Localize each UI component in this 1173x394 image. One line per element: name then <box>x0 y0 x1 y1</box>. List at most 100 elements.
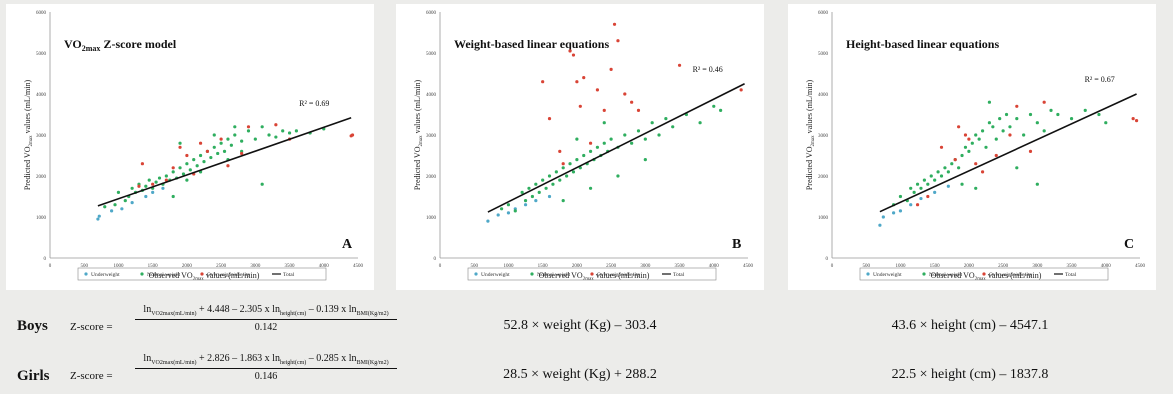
data-point <box>1083 108 1087 112</box>
data-point <box>588 186 593 190</box>
data-point <box>212 133 216 137</box>
data-point <box>595 88 600 92</box>
y-tick-label: 1000 <box>818 216 829 221</box>
data-point <box>558 149 562 153</box>
legend-label: Normal weight <box>537 272 571 278</box>
y-tick-label: 3000 <box>818 134 829 139</box>
x-tick-label: 500 <box>862 264 870 269</box>
data-point <box>1022 133 1026 137</box>
data-point <box>151 190 155 194</box>
x-tick-label: 1000 <box>113 264 124 269</box>
data-point <box>926 194 930 199</box>
data-point <box>240 139 244 143</box>
data-point <box>1035 121 1039 125</box>
data-point <box>246 125 251 129</box>
data-point <box>97 214 101 218</box>
y-tick-label: 3000 <box>426 134 437 139</box>
data-point <box>1004 112 1009 117</box>
data-point <box>1015 166 1019 170</box>
data-point <box>154 180 158 184</box>
r-squared-label: R² = 0.67 <box>1085 75 1115 84</box>
data-point <box>946 184 950 188</box>
legend-marker <box>200 272 204 276</box>
data-point <box>643 137 647 141</box>
data-point <box>253 137 257 141</box>
y-tick-label: 5000 <box>36 52 47 57</box>
data-point <box>994 153 998 158</box>
data-point <box>513 209 517 213</box>
legend-label: Overweight/obesity <box>207 272 251 278</box>
data-point <box>919 196 923 201</box>
data-point <box>260 125 264 129</box>
legend-label: Total <box>673 272 685 278</box>
x-tick-label: 1500 <box>538 264 549 269</box>
data-point <box>274 123 278 127</box>
data-point <box>575 137 579 141</box>
data-point <box>541 80 545 84</box>
data-point <box>960 153 964 158</box>
data-point <box>185 178 189 182</box>
data-point <box>233 125 237 129</box>
panel-letter: C <box>1124 237 1134 252</box>
x-tick-label: 500 <box>470 264 478 269</box>
chart-a: 0 1000 2000 3000 4000 5000 6000 0 500 1000 1500 200… <box>23 11 364 282</box>
data-point <box>534 182 538 186</box>
data-point <box>967 149 971 153</box>
legend-marker <box>530 272 534 276</box>
data-point <box>1069 117 1074 121</box>
x-tick-label: 3500 <box>675 264 686 269</box>
data-point <box>350 133 355 137</box>
x-tick-label: 3500 <box>1067 264 1078 269</box>
data-point <box>198 153 203 158</box>
legend-label: Underweight <box>91 272 120 278</box>
data-point <box>551 182 555 186</box>
data-point <box>561 162 565 166</box>
data-point <box>192 158 196 162</box>
y-axis-label: Predicted VO2max values (mL/min) <box>805 80 816 191</box>
data-point <box>171 170 175 174</box>
data-point <box>609 137 613 141</box>
data-point <box>558 178 562 182</box>
data-point <box>939 145 944 149</box>
data-point <box>926 182 930 186</box>
data-point <box>240 151 244 156</box>
panel-b: 0 1000 2000 3000 4000 5000 6000 0 500 1000 1500 200… <box>396 4 764 290</box>
y-tick-label: 3000 <box>36 134 47 139</box>
x-tick-label: 0 <box>831 264 834 269</box>
x-axis-label: Observed VO2max values (mL/min) <box>931 271 1042 282</box>
data-point <box>936 170 940 174</box>
legend-label: Overweight/obesity <box>989 272 1033 278</box>
panel-letter: A <box>342 237 353 252</box>
x-tick-label: 2500 <box>998 264 1009 269</box>
data-point <box>157 176 162 180</box>
data-point <box>267 133 271 137</box>
data-point <box>219 137 223 141</box>
data-point <box>103 205 107 209</box>
girls-label: Girls <box>17 368 50 384</box>
data-point <box>582 153 586 158</box>
boys-weight-equation: 52.8 × weight (Kg) – 303.4 <box>503 318 657 333</box>
y-tick-label: 5000 <box>818 52 829 57</box>
data-point <box>878 223 882 227</box>
legend-box <box>859 267 1109 281</box>
data-point <box>219 141 223 145</box>
data-point <box>933 178 937 182</box>
data-point <box>565 174 569 178</box>
legend-box <box>77 267 327 281</box>
data-point <box>671 125 675 129</box>
boys-z-label: Z-score = <box>70 321 113 333</box>
data-point <box>1131 117 1135 121</box>
y-tick-label: 4000 <box>818 93 829 98</box>
girls-z-numerator: lnVO2max(mL/min) + 2.826 – 1.863 x lnhei… <box>135 353 397 369</box>
data-point <box>554 170 558 174</box>
data-point <box>520 190 524 194</box>
data-point <box>623 133 627 137</box>
data-point <box>967 137 971 141</box>
data-point <box>287 131 292 135</box>
data-point <box>1008 125 1012 129</box>
data-point <box>209 155 213 160</box>
data-point <box>202 160 206 164</box>
data-point <box>96 217 100 221</box>
data-point <box>113 203 117 207</box>
x-tick-label: 1000 <box>895 264 906 269</box>
